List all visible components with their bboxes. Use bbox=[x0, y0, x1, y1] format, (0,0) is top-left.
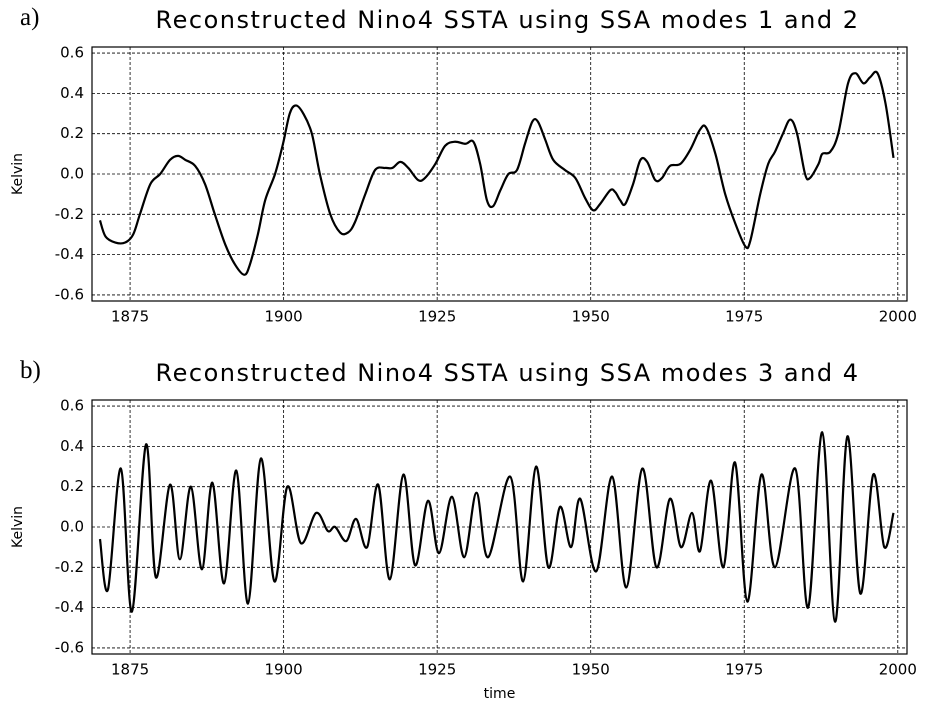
y-axis-label: Kelvin bbox=[10, 506, 26, 548]
y-tick-label: -0.4 bbox=[55, 598, 84, 616]
x-tick-label: 1925 bbox=[418, 661, 456, 679]
x-axis-label: time bbox=[484, 686, 516, 702]
x-tick-label: 1875 bbox=[111, 308, 149, 326]
y-tick-label: 0.4 bbox=[60, 437, 84, 455]
data-line bbox=[98, 70, 895, 276]
y-axis-label: Kelvin bbox=[10, 153, 26, 195]
panel-label: b) bbox=[20, 357, 41, 384]
y-tick-label: 0.2 bbox=[60, 477, 84, 495]
y-tick-label: 0.0 bbox=[60, 518, 84, 536]
x-tick-label: 1875 bbox=[111, 661, 149, 679]
chart-title: Reconstructed Nino4 SSTA using SSA modes… bbox=[156, 6, 860, 34]
y-tick-label: 0.6 bbox=[60, 44, 84, 62]
y-tick-label: 0.2 bbox=[60, 124, 84, 142]
plot-frame bbox=[91, 399, 908, 655]
chart-title: Reconstructed Nino4 SSTA using SSA modes… bbox=[156, 359, 860, 387]
x-tick-label: 2000 bbox=[879, 308, 917, 326]
y-tick-label: 0.4 bbox=[60, 84, 84, 102]
y-tick-label: -0.2 bbox=[55, 205, 84, 223]
y-tick-label: 0.6 bbox=[60, 397, 84, 415]
y-tick-label: -0.6 bbox=[55, 285, 84, 303]
x-tick-label: 1975 bbox=[725, 661, 763, 679]
x-tick-label: 1900 bbox=[265, 661, 303, 679]
x-tick-label: 1950 bbox=[572, 308, 610, 326]
plot-frame bbox=[91, 46, 908, 302]
y-tick-label: -0.2 bbox=[55, 558, 84, 576]
y-tick-label: 0.0 bbox=[60, 165, 84, 183]
x-tick-label: 1950 bbox=[572, 661, 610, 679]
y-tick-label: -0.6 bbox=[55, 638, 84, 656]
data-line bbox=[98, 431, 895, 623]
x-tick-label: 1925 bbox=[418, 308, 456, 326]
x-tick-label: 2000 bbox=[879, 661, 917, 679]
panel-label: a) bbox=[20, 4, 39, 31]
y-tick-label: -0.4 bbox=[55, 245, 84, 263]
x-tick-label: 1975 bbox=[725, 308, 763, 326]
x-tick-label: 1900 bbox=[265, 308, 303, 326]
